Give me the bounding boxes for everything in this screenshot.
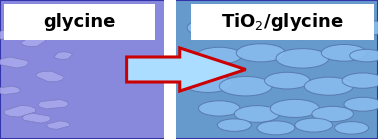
Text: glycine: glycine — [43, 13, 116, 31]
Circle shape — [304, 77, 353, 95]
Circle shape — [274, 22, 323, 40]
FancyBboxPatch shape — [174, 0, 378, 139]
Circle shape — [257, 121, 295, 135]
Circle shape — [187, 19, 236, 37]
Circle shape — [276, 49, 329, 68]
Circle shape — [344, 97, 378, 111]
Polygon shape — [36, 71, 64, 82]
Circle shape — [227, 15, 280, 35]
Circle shape — [270, 99, 319, 117]
Polygon shape — [0, 86, 20, 95]
Circle shape — [335, 122, 369, 134]
Circle shape — [217, 119, 251, 131]
Polygon shape — [47, 121, 70, 129]
Circle shape — [219, 76, 272, 96]
FancyBboxPatch shape — [164, 0, 176, 139]
Polygon shape — [22, 113, 51, 123]
FancyBboxPatch shape — [191, 4, 374, 40]
Polygon shape — [56, 17, 77, 25]
Circle shape — [350, 49, 378, 62]
Polygon shape — [0, 30, 17, 39]
Polygon shape — [38, 100, 68, 109]
Polygon shape — [21, 37, 46, 47]
Circle shape — [295, 118, 333, 132]
Text: TiO$_2$/glycine: TiO$_2$/glycine — [222, 11, 344, 33]
Polygon shape — [4, 105, 36, 117]
Circle shape — [183, 74, 232, 92]
Circle shape — [197, 47, 242, 64]
FancyBboxPatch shape — [0, 0, 166, 139]
Circle shape — [265, 72, 310, 89]
Circle shape — [346, 20, 378, 35]
Circle shape — [321, 44, 367, 61]
Polygon shape — [127, 48, 246, 91]
Circle shape — [198, 101, 240, 116]
Circle shape — [310, 13, 370, 35]
Circle shape — [312, 106, 353, 122]
Polygon shape — [12, 9, 37, 19]
FancyBboxPatch shape — [4, 4, 155, 40]
Circle shape — [342, 73, 378, 88]
Circle shape — [234, 106, 280, 122]
Circle shape — [236, 44, 285, 62]
Polygon shape — [29, 24, 54, 31]
Polygon shape — [54, 52, 73, 59]
Polygon shape — [0, 57, 28, 68]
